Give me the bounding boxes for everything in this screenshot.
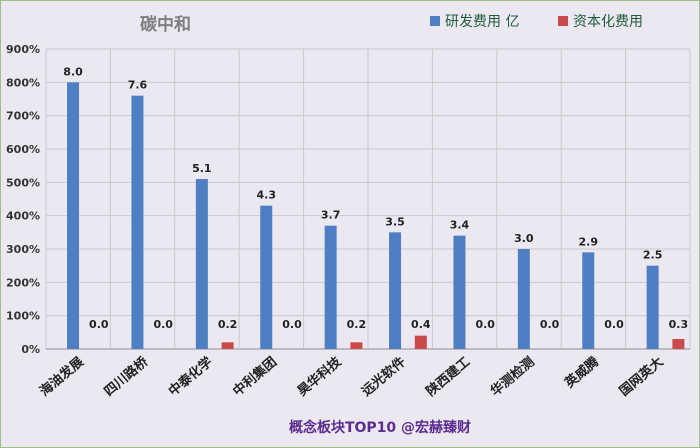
footer-credit: 概念板块TOP10 @宏赫臻财 <box>289 419 471 436</box>
chart-title: 碳中和 <box>140 14 191 35</box>
rd-expense-bar <box>324 225 337 349</box>
x-tick-label: 昊华科技 <box>294 353 345 399</box>
x-axis: 海油发展 四川路桥 中泰化学 中利集团 昊华科技 远光软件 陕西建工 华测检测 英威腾 国网英大 <box>37 353 667 399</box>
data-label: 3.4 <box>450 219 470 232</box>
x-tick-label: 中利集团 <box>230 354 280 400</box>
legend-label: 研发费用 亿 <box>445 14 519 30</box>
x-tick-label: 远光软件 <box>359 354 409 400</box>
data-labels: 8.0 0.0 7.6 0.0 5.1 0.2 4.3 0.0 3.7 0.2 3.5 0.4 3.4 0… <box>63 65 688 331</box>
rd-expense-bar <box>582 252 595 349</box>
y-tick-label: 300% <box>6 243 40 256</box>
y-tick-label: 200% <box>6 276 40 289</box>
data-label: 7.6 <box>128 79 148 92</box>
x-tick-label: 华测检测 <box>487 354 537 400</box>
rd-expense-bar <box>389 232 402 349</box>
x-tick-label: 国网英大 <box>616 354 666 400</box>
legend-swatch <box>430 16 440 26</box>
bars <box>67 82 685 350</box>
data-label: 0.0 <box>540 318 560 331</box>
rd-expense-bar <box>67 82 80 349</box>
legend: 研发费用 亿 资本化费用 <box>430 14 643 30</box>
data-label: 2.9 <box>578 235 598 248</box>
data-label: 3.0 <box>514 232 534 245</box>
x-tick-label: 陕西建工 <box>423 354 473 400</box>
data-label: 3.5 <box>385 215 405 228</box>
y-tick-label: 700% <box>6 110 40 123</box>
rd-expense-bar <box>646 265 659 349</box>
data-label: 5.1 <box>192 162 212 175</box>
y-axis: 0% 100% 200% 300% 400% 500% 600% 700% 800% 900% <box>6 43 40 356</box>
x-tick-label: 中泰化学 <box>165 354 215 400</box>
y-tick-label: 600% <box>6 143 40 156</box>
data-label: 0.2 <box>347 318 367 331</box>
legend-label: 资本化费用 <box>573 14 643 30</box>
data-label: 8.0 <box>63 65 83 78</box>
data-label: 0.2 <box>218 318 238 331</box>
capitalized-expense-bar <box>414 335 427 349</box>
data-label: 0.0 <box>282 318 302 331</box>
data-label: 0.0 <box>89 318 109 331</box>
rd-expense-bar <box>260 205 273 349</box>
y-tick-label: 400% <box>6 210 40 223</box>
data-label: 0.0 <box>153 318 173 331</box>
rd-expense-bar <box>195 179 208 349</box>
data-label: 2.5 <box>643 249 663 262</box>
data-label: 3.7 <box>321 209 341 222</box>
y-tick-label: 500% <box>6 176 40 189</box>
data-label: 4.3 <box>256 189 276 202</box>
y-tick-label: 0% <box>21 343 40 356</box>
rd-expense-bar <box>517 249 530 349</box>
x-tick-label: 海油发展 <box>37 353 88 399</box>
data-label: 0.0 <box>604 318 624 331</box>
rd-expense-bar <box>131 95 144 350</box>
capitalized-expense-bar <box>221 342 234 349</box>
data-label: 0.4 <box>411 318 431 331</box>
data-label: 0.3 <box>669 318 689 331</box>
capitalized-expense-bar <box>350 342 363 349</box>
x-tick-label: 英威腾 <box>561 353 603 392</box>
rd-expense-bar <box>453 235 466 349</box>
x-tick-label: 四川路桥 <box>101 353 152 399</box>
y-tick-label: 900% <box>6 43 40 56</box>
y-tick-label: 100% <box>6 310 40 323</box>
y-tick-label: 800% <box>6 76 40 89</box>
capitalized-expense-bar <box>672 339 685 349</box>
legend-swatch <box>558 16 568 26</box>
data-label: 0.0 <box>475 318 495 331</box>
